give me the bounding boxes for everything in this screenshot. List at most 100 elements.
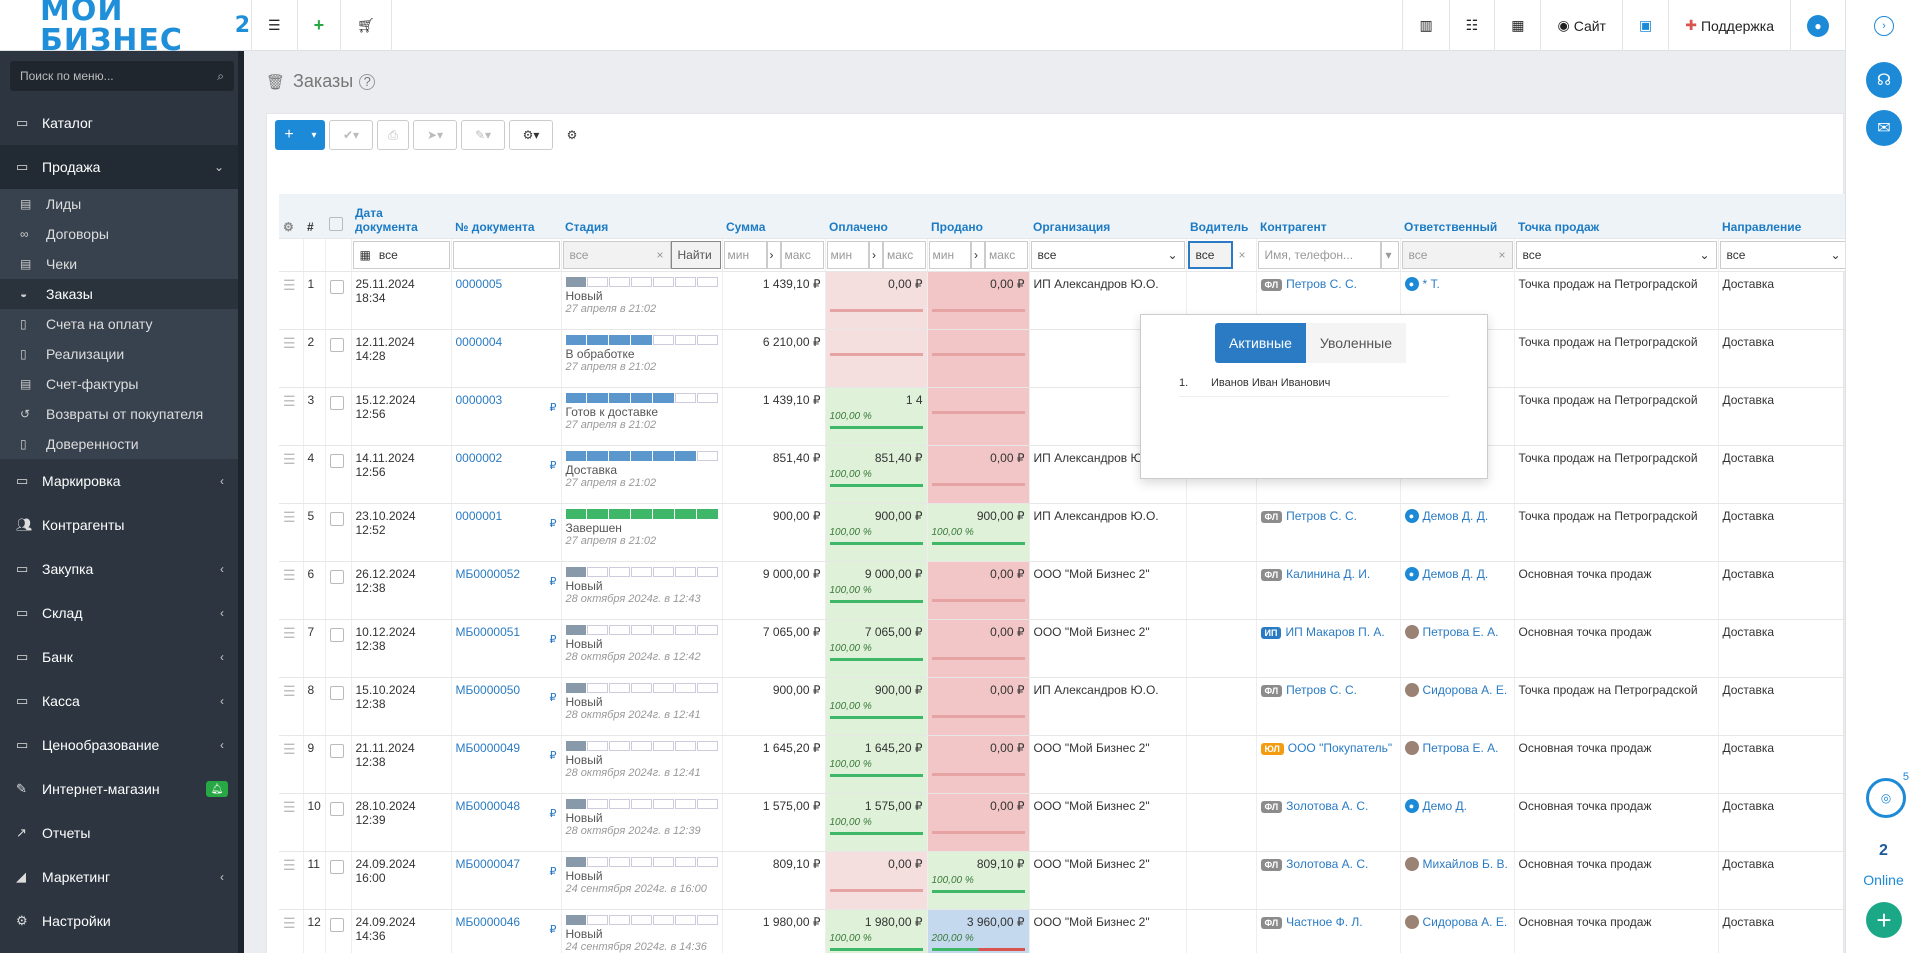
stage-progress[interactable]: [565, 798, 718, 809]
settings-button[interactable]: ⚙▾: [509, 120, 553, 150]
paid-min-input[interactable]: мин: [826, 240, 869, 269]
fab-add-button[interactable]: +: [1866, 902, 1902, 938]
sidebar-item-bank[interactable]: ▭ Банк ‹: [0, 635, 244, 679]
row-contractor-link[interactable]: ИП Макаров П. А.: [1285, 624, 1385, 639]
row-checkbox[interactable]: [329, 511, 344, 526]
sidebar-item-leads[interactable]: ▤ Лиды: [0, 189, 244, 219]
sidebar-item-reports[interactable]: ↗ Отчеты: [0, 811, 244, 855]
drag-handle-icon[interactable]: ☰: [283, 914, 296, 931]
stage-progress[interactable]: [565, 276, 718, 287]
row-doc-link[interactable]: МБ0000048: [455, 798, 521, 813]
row-contractor-link[interactable]: Золотова А. С.: [1286, 798, 1369, 813]
row-doc-link[interactable]: МБ0000052: [455, 566, 521, 581]
row-resp-link[interactable]: Сидорова А. Е.: [1422, 914, 1508, 929]
headset-button[interactable]: ☊: [1866, 62, 1902, 98]
row-doc-link[interactable]: 0000003: [455, 392, 503, 407]
stage-filter[interactable]: все ×: [562, 240, 671, 269]
date-filter[interactable]: ▦ все: [352, 240, 450, 269]
col-sum[interactable]: Сумма: [722, 194, 825, 239]
sidebar-search[interactable]: Поиск по меню... ⌕: [10, 61, 234, 91]
clear-icon[interactable]: ×: [1498, 247, 1506, 262]
sidebar-item-invoices[interactable]: ▯ Счета на оплату: [0, 309, 244, 339]
row-checkbox[interactable]: [329, 395, 344, 410]
sold-min-input[interactable]: мин: [928, 240, 971, 269]
row-doc-link[interactable]: МБ0000047: [455, 856, 521, 871]
sidebar-item-contractors[interactable]: 👥︎ Контрагенты: [0, 503, 244, 547]
drag-handle-icon[interactable]: ☰: [283, 392, 296, 409]
row-contractor-link[interactable]: Частное Ф. Л.: [1286, 914, 1363, 929]
table-row[interactable]: ☰ 12 24.09.2024 14:36 МБ0000046 ₽ Новый 24 сент…: [279, 909, 1850, 953]
row-checkbox[interactable]: [329, 453, 344, 468]
help-icon[interactable]: ?: [359, 73, 376, 90]
table-row[interactable]: ☰ 11 24.09.2024 16:00 МБ0000047 ₽ Новый 24 сент…: [279, 851, 1850, 910]
sidebar-item-contracts[interactable]: ∞ Договоры: [0, 219, 244, 249]
row-contractor-link[interactable]: ООО "Покупатель": [1287, 740, 1393, 755]
driver-clear[interactable]: ×: [1232, 240, 1255, 269]
col-date[interactable]: Дата документа: [351, 194, 451, 239]
sold-max-input[interactable]: макс: [985, 240, 1028, 269]
row-doc-link[interactable]: МБ0000051: [455, 624, 521, 639]
sidebar-scrollbar[interactable]: [238, 51, 244, 953]
dir-filter-select[interactable]: все ⌄: [1719, 240, 1848, 269]
sidebar-item-realizations[interactable]: ▯ Реализации: [0, 339, 244, 369]
drag-handle-icon[interactable]: ☰: [283, 798, 296, 815]
support-button[interactable]: ✚ Поддержка: [1668, 0, 1790, 51]
table-row[interactable]: ☰ 3 15.12.2024 12:56 0000003 ₽ Готов к доставк…: [279, 387, 1850, 446]
col-paid[interactable]: Оплачено: [825, 194, 927, 239]
table-row[interactable]: ☰ 10 28.10.2024 12:39 МБ0000048 ₽ Новый 28 октя…: [279, 793, 1850, 852]
pos-filter-select[interactable]: все ⌄: [1515, 240, 1717, 269]
contractor-dropdown[interactable]: ▾: [1380, 240, 1399, 269]
table-row[interactable]: ☰ 2 12.11.2024 14:28 0000004 В обработке 27 ап…: [279, 329, 1850, 388]
col-settings[interactable]: ⚙: [279, 194, 303, 239]
collapse-button[interactable]: ›: [1874, 16, 1894, 36]
row-resp-link[interactable]: Михайлов Б. В.: [1422, 856, 1508, 871]
driver-filter[interactable]: все: [1187, 240, 1233, 269]
stage-progress[interactable]: [565, 334, 718, 345]
sidebar-item-proxies[interactable]: ▯ Доверенности: [0, 429, 244, 459]
stage-progress[interactable]: [565, 508, 718, 519]
row-doc-link[interactable]: 0000004: [455, 334, 503, 349]
user-button[interactable]: ●: [1790, 0, 1845, 51]
col-pos[interactable]: Точка продаж: [1514, 194, 1718, 239]
row-checkbox[interactable]: [329, 859, 344, 874]
row-contractor-link[interactable]: Золотова А. С.: [1286, 856, 1369, 871]
row-checkbox[interactable]: [329, 337, 344, 352]
columns-settings-button[interactable]: ⚙: [557, 120, 587, 150]
table-row[interactable]: ☰ 8 15.10.2024 12:38 МБ0000050 ₽ Новый 28 октяб…: [279, 677, 1850, 736]
row-checkbox[interactable]: [329, 743, 344, 758]
col-stage[interactable]: Стадия: [561, 194, 722, 239]
stage-progress[interactable]: [565, 450, 718, 461]
stage-progress[interactable]: [565, 740, 718, 751]
sum-max-input[interactable]: макс: [780, 240, 824, 269]
list-button[interactable]: ☷: [1448, 0, 1495, 51]
site-button[interactable]: ◉ Сайт: [1540, 0, 1622, 51]
row-resp-link[interactable]: Петрова Е. А.: [1422, 624, 1499, 639]
sidebar-item-factures[interactable]: ▤ Счет-фактуры: [0, 369, 244, 399]
row-doc-link[interactable]: МБ0000046: [455, 914, 521, 929]
row-checkbox[interactable]: [329, 801, 344, 816]
row-contractor-link[interactable]: Петров С. С.: [1286, 276, 1357, 291]
find-button[interactable]: Найти: [670, 240, 721, 269]
stage-progress[interactable]: [565, 624, 718, 635]
row-contractor-link[interactable]: Петров С. С.: [1286, 682, 1357, 697]
col-contractor[interactable]: Контрагент: [1256, 194, 1400, 239]
sidebar-item-settings[interactable]: ⚙ Настройки: [0, 899, 244, 943]
drag-handle-icon[interactable]: ☰: [283, 624, 296, 641]
sidebar-item-warehouse[interactable]: ▭ Склад ‹: [0, 591, 244, 635]
org-filter-select[interactable]: все ⌄: [1030, 240, 1185, 269]
row-doc-link[interactable]: МБ0000049: [455, 740, 521, 755]
table-row[interactable]: ☰ 1 25.11.2024 18:34 0000005 Новый 27 апреля в…: [279, 271, 1850, 330]
sidebar-item-returns[interactable]: ↺ Возвраты от покупателя: [0, 399, 244, 429]
drag-handle-icon[interactable]: ☰: [283, 740, 296, 757]
row-contractor-link[interactable]: Петров С. С.: [1286, 508, 1357, 523]
col-driver[interactable]: Водитель: [1186, 194, 1256, 239]
row-contractor-link[interactable]: Калинина Д. И.: [1286, 566, 1371, 581]
clear-icon[interactable]: ×: [656, 247, 664, 262]
row-resp-link[interactable]: Демо Д.: [1422, 798, 1468, 813]
calculator-button[interactable]: ▣: [1621, 0, 1668, 51]
stage-progress[interactable]: [565, 392, 718, 403]
paid-max-input[interactable]: макс: [883, 240, 926, 269]
sidebar-item-purchase[interactable]: ▭ Закупка ‹: [0, 547, 244, 591]
contractor-filter-input[interactable]: Имя, телефон...: [1257, 240, 1381, 269]
drag-handle-icon[interactable]: ☰: [283, 856, 296, 873]
